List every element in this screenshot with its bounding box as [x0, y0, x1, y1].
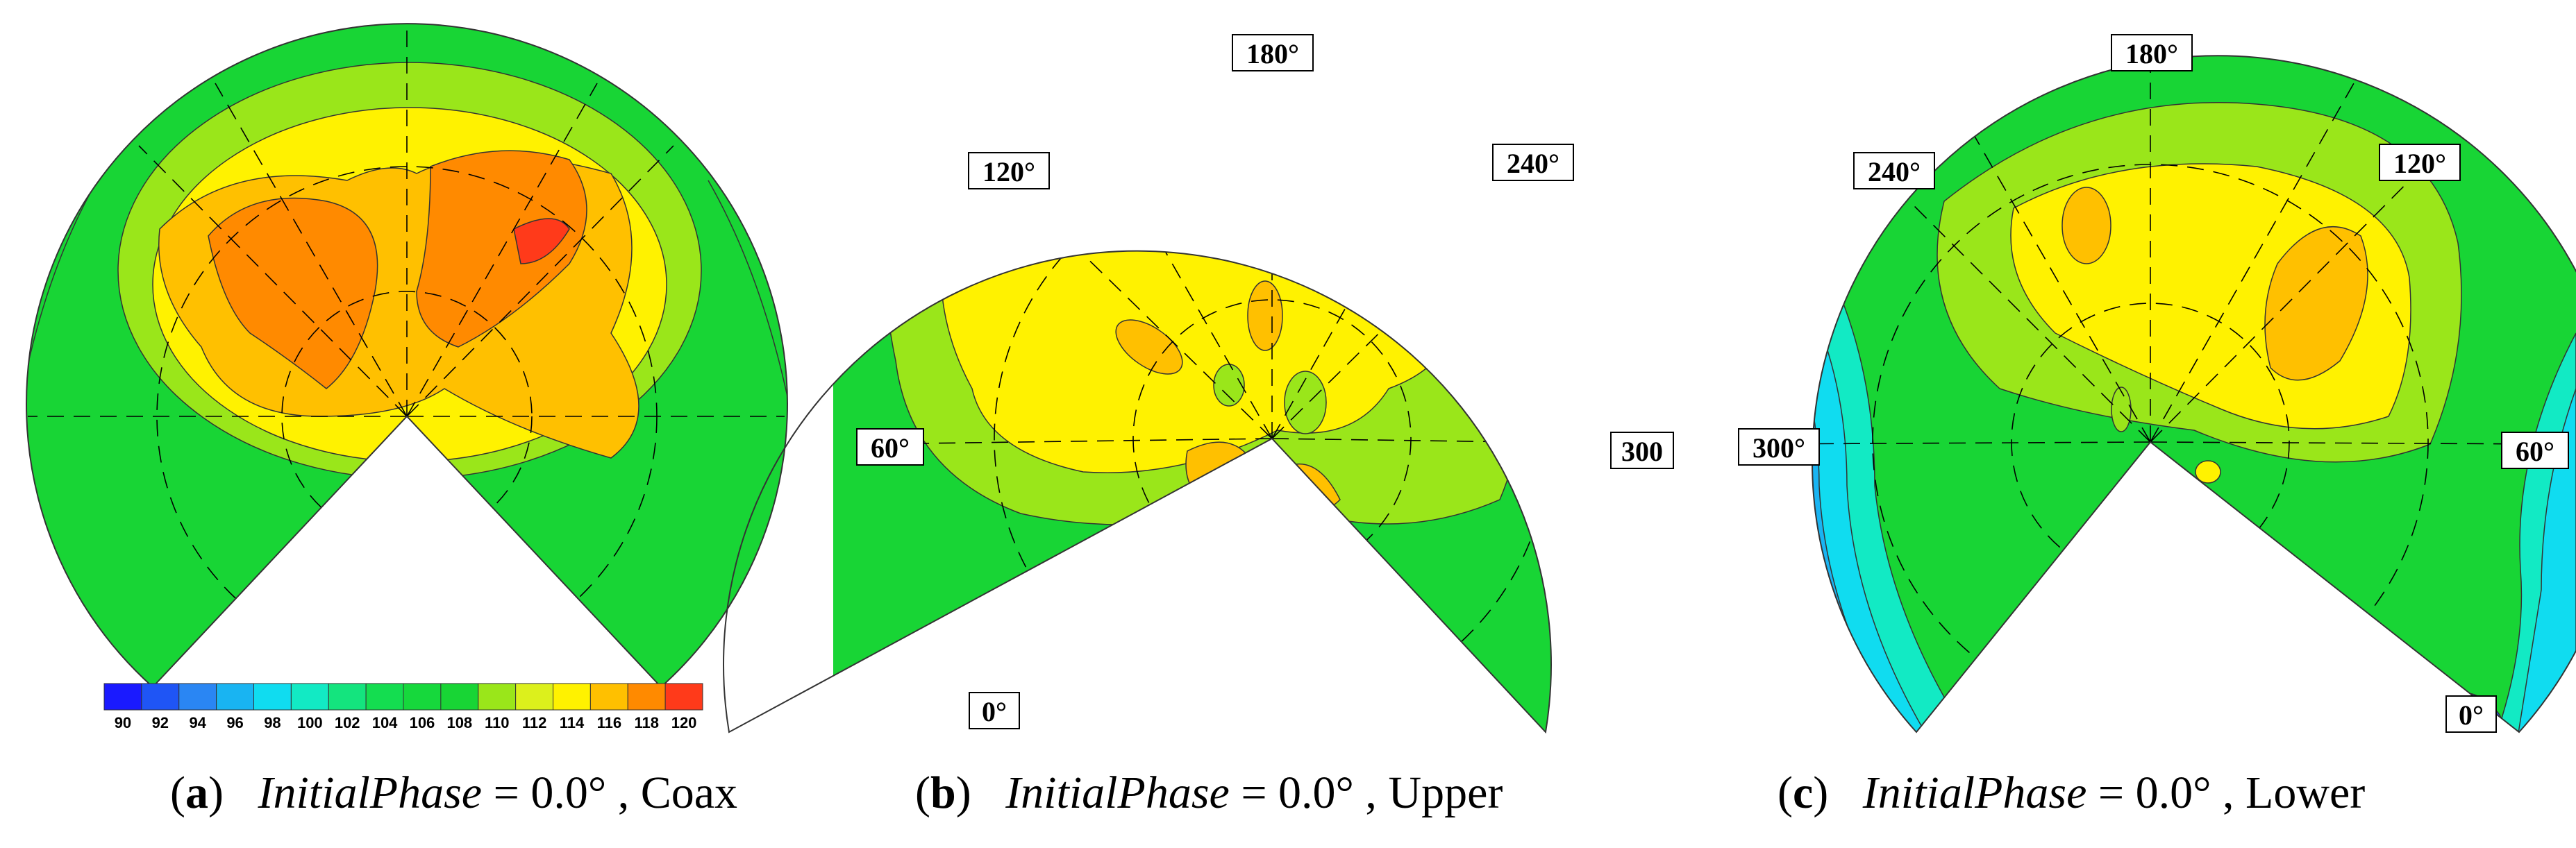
angle-label-b-240: 240°	[1492, 144, 1574, 181]
caption-c-variable: InitialPhase	[1862, 768, 2087, 818]
angle-label-b-120: 120°	[968, 152, 1050, 189]
caption-a: (a) InitialPhase = 0.0° , Coax	[170, 768, 738, 818]
angle-label-b-300: 300	[1610, 432, 1674, 469]
colorbar-tick-label: 106	[410, 714, 435, 731]
caption-a-equation: = 0.0° ,	[482, 768, 641, 818]
caption-c: (c) InitialPhase = 0.0° , Lower	[1778, 768, 2366, 818]
colorbar-swatch	[141, 683, 180, 711]
angle-label-b-180: 180°	[1232, 34, 1314, 71]
colorbar-tick-label: 104	[372, 714, 398, 731]
angle-label-b-0: 0°	[969, 692, 1020, 729]
svg-text:0°: 0°	[2459, 699, 2484, 731]
colorbar-tick-label: 108	[446, 714, 472, 731]
colorbar-tick-label: 100	[297, 714, 323, 731]
svg-text:60°: 60°	[2516, 436, 2554, 467]
svg-text:0°: 0°	[982, 696, 1007, 727]
svg-text:180°: 180°	[1246, 38, 1299, 69]
caption-b-channel: Upper	[1388, 768, 1503, 818]
colorbar-tick-label: 94	[189, 714, 206, 731]
colorbar-swatch	[440, 683, 479, 711]
angle-label-c-180: 180°	[2111, 34, 2193, 71]
colorbar-swatch	[290, 683, 329, 711]
colorbar-tick-label: 98	[264, 714, 281, 731]
colorbar-swatch	[328, 683, 367, 711]
caption-a-channel: Coax	[640, 768, 738, 818]
caption-b-letter: b	[930, 768, 956, 818]
colorbar-tick-label: 102	[335, 714, 360, 731]
svg-text:60°: 60°	[871, 432, 910, 464]
colorbar-swatch	[553, 683, 591, 711]
colorbar-tick-label: 116	[597, 714, 622, 731]
caption-b: (b) InitialPhase = 0.0° , Upper	[915, 768, 1503, 818]
colorbar-swatch	[365, 683, 404, 711]
colorbar-swatch	[589, 683, 628, 711]
svg-text:300: 300	[1621, 436, 1663, 467]
caption-b-variable: InitialPhase	[1005, 768, 1230, 818]
colorbar-tick-label: 120	[671, 714, 697, 731]
angle-label-c-120: 120°	[2379, 144, 2461, 181]
colorbar-tick-label: 90	[115, 714, 131, 731]
svg-text:120°: 120°	[2393, 148, 2446, 179]
angle-label-b-60: 60°	[856, 428, 924, 466]
angle-label-c-240: 240°	[1853, 152, 1935, 189]
svg-text:120°: 120°	[982, 156, 1035, 187]
angle-label-c-300: 300°	[1738, 428, 1820, 466]
svg-text:240°: 240°	[1507, 148, 1559, 179]
panel-b-plot	[723, 250, 1552, 734]
colorbar-swatch	[403, 683, 442, 711]
svg-text:300°: 300°	[1753, 432, 1805, 464]
colorbar-tick-label: 112	[522, 714, 547, 731]
colorbar-swatch	[103, 683, 142, 711]
colorbar-swatch	[478, 683, 517, 711]
caption-b-equation: = 0.0° ,	[1229, 768, 1389, 818]
panel-c-plot	[1812, 55, 2576, 733]
caption-c-letter: c	[1792, 768, 1814, 818]
colorbar-swatch	[253, 683, 292, 711]
caption-a-letter: a	[185, 768, 208, 818]
panel-c-angle-labels: 180° 240° 120° 300° 60° 0°	[1738, 34, 2569, 733]
panel-a-plot	[26, 23, 788, 688]
caption-c-channel: Lower	[2245, 768, 2366, 818]
angle-label-c-60: 60°	[2501, 432, 2569, 469]
angle-label-c-0: 0°	[2445, 695, 2497, 733]
colorbar-swatch	[664, 683, 703, 711]
colorbar-tick-label: 96	[226, 714, 243, 731]
caption-c-equation: = 0.0° ,	[2086, 768, 2246, 818]
colorbar-tick-label: 110	[485, 714, 510, 731]
panel-b-angle-labels: 180° 120° 240° 60° 300 0°	[856, 34, 1674, 729]
svg-text:240°: 240°	[1868, 156, 1921, 187]
caption-a-variable: InitialPhase	[258, 768, 483, 818]
colorbar-tick-label: 118	[634, 714, 659, 731]
colorbar-swatch	[216, 683, 254, 711]
colorbar-tick-label: 92	[152, 714, 169, 731]
colorbar-swatch	[627, 683, 666, 711]
svg-text:180°: 180°	[2125, 38, 2178, 69]
colorbar-tick-label: 114	[560, 714, 585, 731]
colorbar: 90 92 94 96 98 100 102 104 106 108 110 112 114 116 118…	[103, 683, 703, 731]
colorbar-swatch	[178, 683, 217, 711]
colorbar-swatch	[515, 683, 553, 711]
